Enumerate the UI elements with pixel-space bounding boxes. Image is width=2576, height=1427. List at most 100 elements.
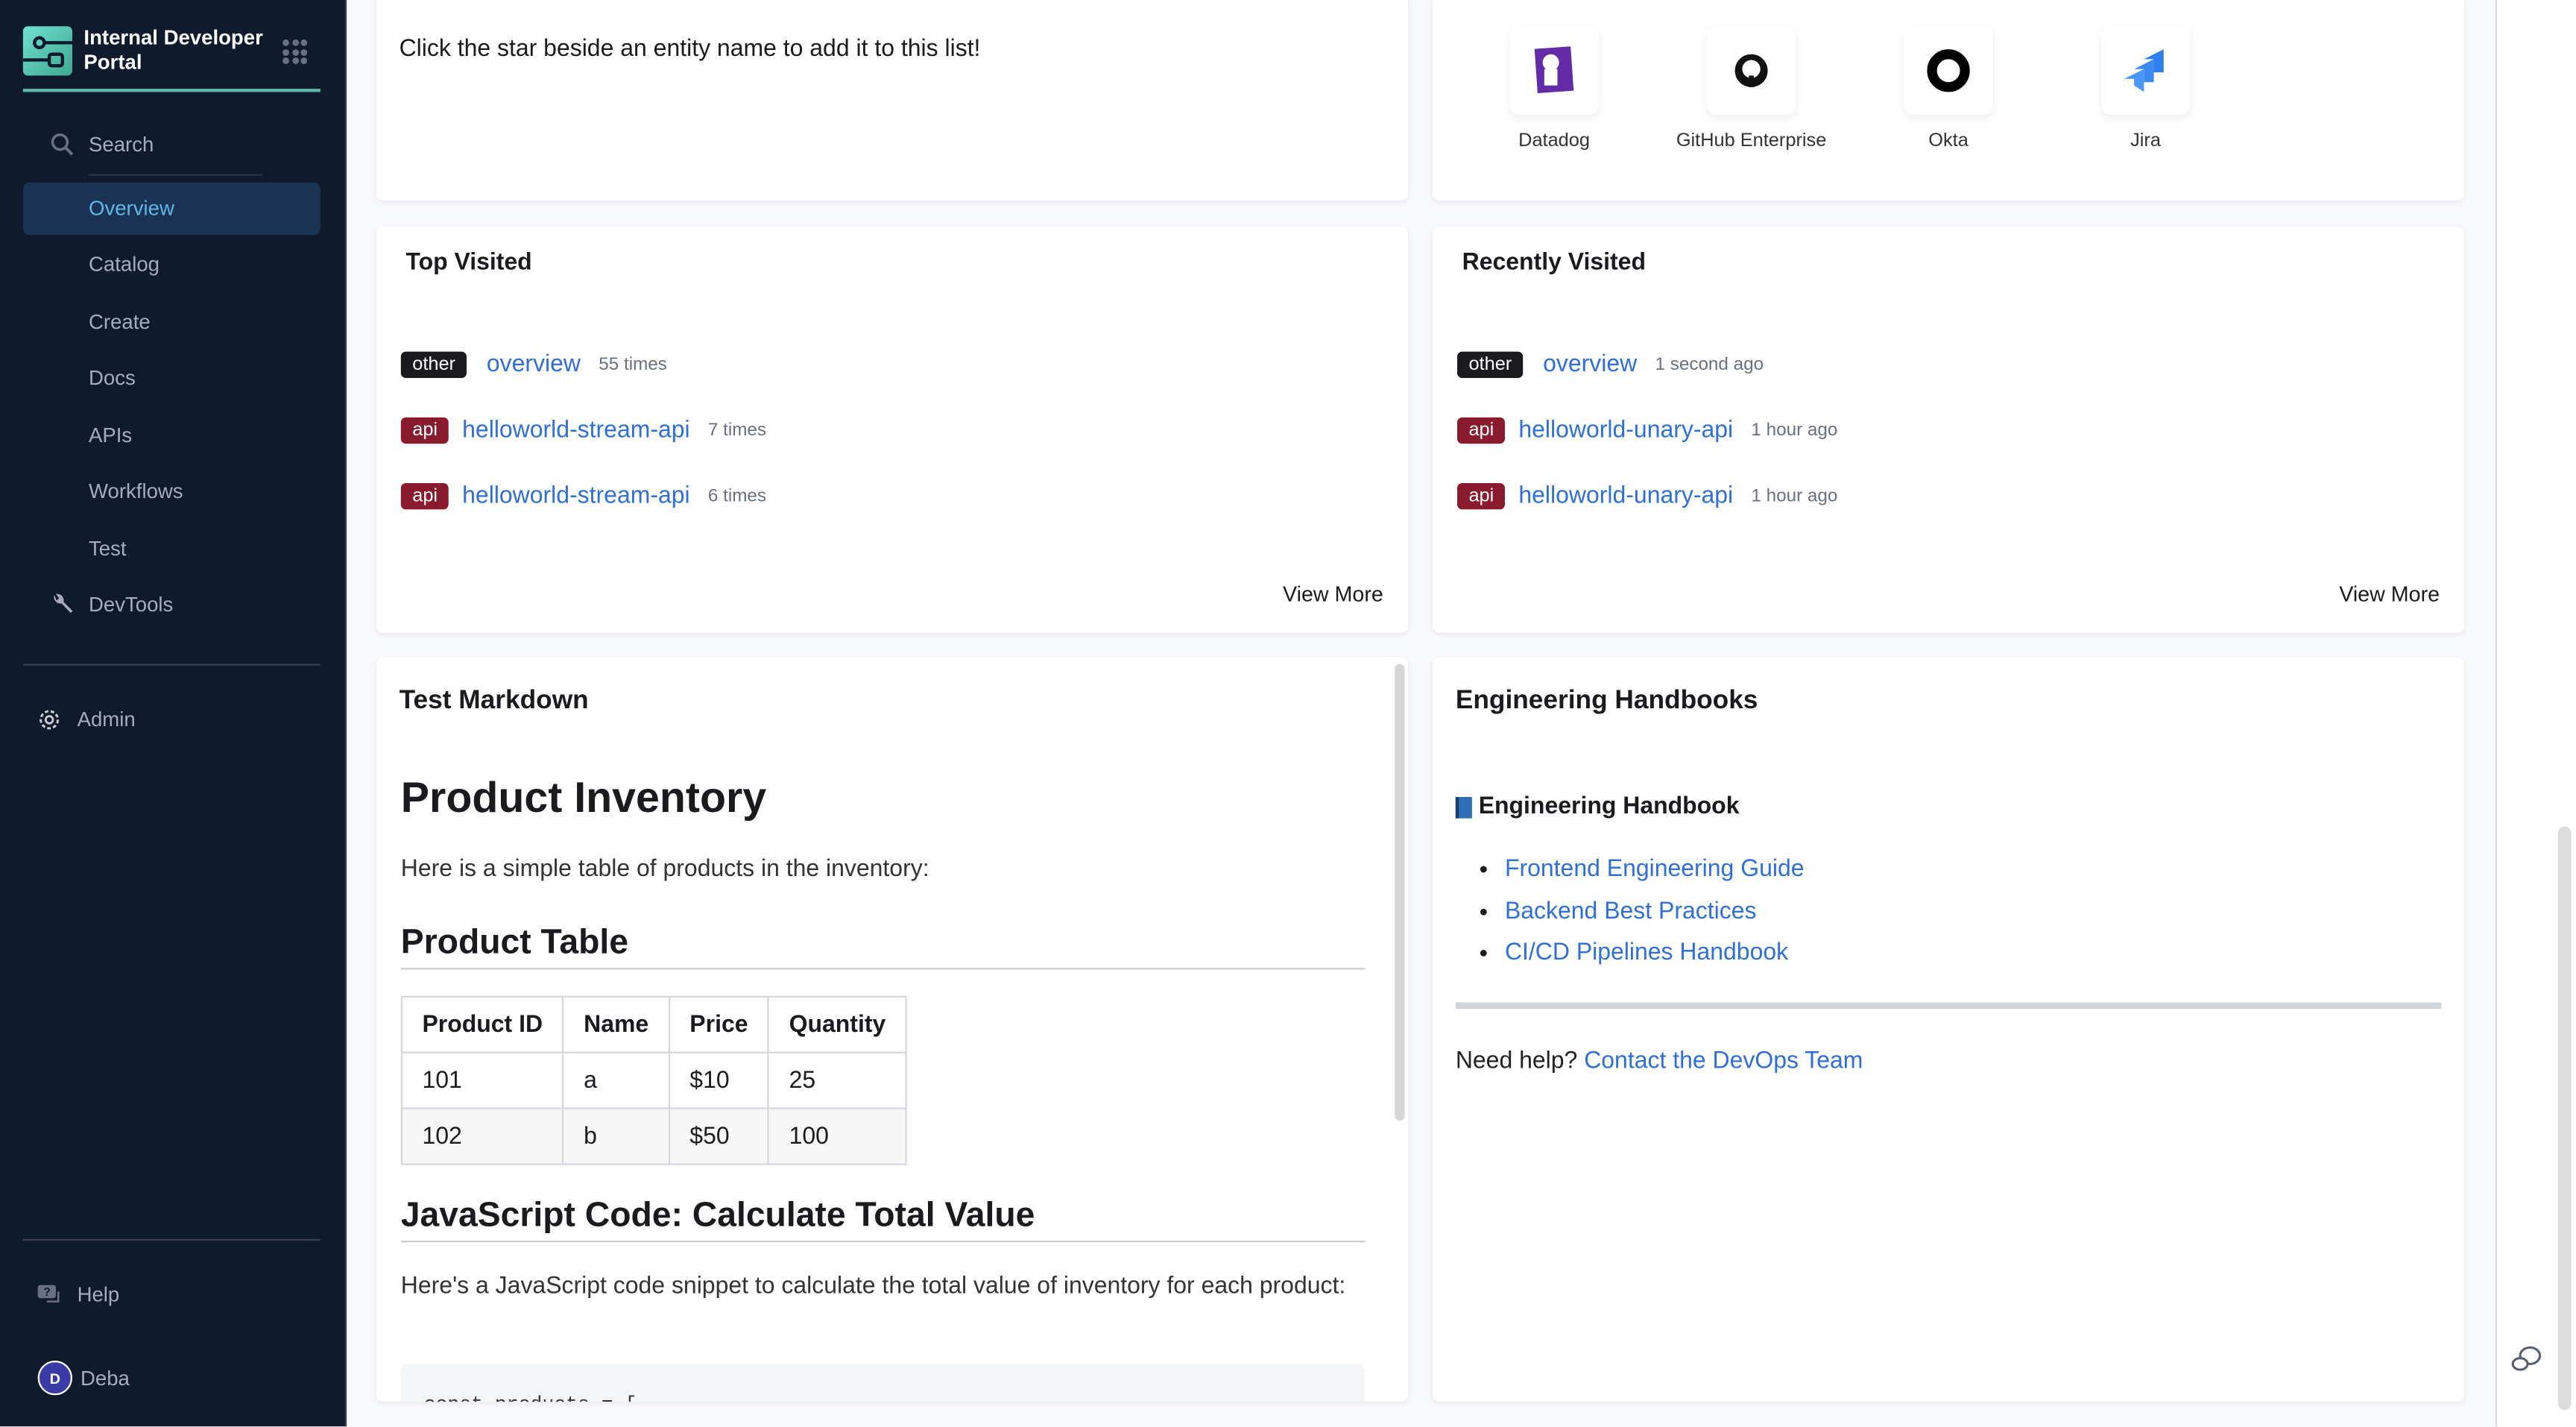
- sidebar-divider: [22, 1238, 321, 1241]
- markdown-h2: JavaScript Code: Calculate Total Value: [400, 1197, 1366, 1243]
- test-markdown-card: Test Markdown Product Inventory Here is …: [376, 657, 1408, 1402]
- table-cell: $10: [668, 1051, 770, 1109]
- list-item: Frontend Engineering Guide: [1505, 850, 1805, 892]
- entity-link[interactable]: overview: [486, 351, 581, 378]
- table-header-row: Product ID Name Price Quantity: [400, 995, 907, 1053]
- sidebar-item-devtools[interactable]: DevTools: [23, 579, 321, 631]
- help-text: Need help?: [1455, 1048, 1578, 1075]
- horizontal-rule: [1455, 1002, 2442, 1009]
- sidebar-divider: [22, 664, 321, 666]
- sidebar-item-label: Docs: [89, 366, 136, 390]
- sidebar-item-apis[interactable]: APIs: [23, 409, 321, 462]
- book-icon: [1455, 796, 1472, 818]
- entity-link[interactable]: helloworld-stream-api: [462, 483, 690, 510]
- card-title: Test Markdown: [399, 687, 589, 715]
- sidebar-item-label: DevTools: [89, 593, 174, 617]
- code-block: const products = [: [400, 1364, 1366, 1402]
- view-more-link[interactable]: View More: [2339, 582, 2440, 607]
- sidebar-item-label: Help: [77, 1283, 120, 1307]
- datadog-icon: [1534, 46, 1574, 94]
- user-name[interactable]: Deba: [80, 1367, 130, 1390]
- handbook-link[interactable]: Frontend Engineering Guide: [1504, 856, 1805, 883]
- sidebar-item-test[interactable]: Test: [23, 523, 321, 576]
- list-item: Backend Best Practices: [1505, 892, 1805, 933]
- chat-feedback-icon[interactable]: [2510, 1344, 2543, 1374]
- recently-visited-card: Recently Visited other overview 1 second a…: [1432, 227, 2465, 633]
- sidebar-item-label: Admin: [77, 708, 136, 731]
- product-table: Product ID Name Price Quantity 101 a $10 25 10…: [400, 995, 907, 1165]
- handbook-links: Frontend Engineering Guide Backend Best …: [1482, 850, 1805, 976]
- sidebar-item-docs[interactable]: Docs: [23, 352, 321, 405]
- page-scrollbar[interactable]: [2557, 826, 2572, 1411]
- handbook-heading-text: Engineering Handbook: [1478, 793, 1740, 820]
- contact-devops-link[interactable]: Contact the DevOps Team: [1584, 1048, 1863, 1075]
- search-icon: [51, 133, 74, 156]
- kind-badge: other: [1457, 351, 1524, 378]
- visit-count: 6 times: [707, 486, 767, 506]
- kind-badge: api: [1457, 483, 1506, 510]
- list-item: other overview 1 second ago: [1457, 351, 1764, 378]
- jira-icon: [2124, 49, 2164, 92]
- search-underline: [89, 174, 263, 176]
- handbook-link[interactable]: Backend Best Practices: [1504, 898, 1757, 924]
- table-cell: 100: [767, 1107, 907, 1165]
- view-more-link[interactable]: View More: [1282, 582, 1383, 607]
- list-item: api helloworld-unary-api 1 hour ago: [1457, 483, 1838, 510]
- sidebar-item-label: Catalog: [89, 253, 160, 277]
- sidebar-item-overview[interactable]: Overview: [22, 182, 321, 236]
- sidebar-item-admin[interactable]: Admin: [23, 693, 321, 746]
- toolkit-app-github[interactable]: GitHub Enterprise: [1652, 26, 1849, 151]
- sidebar-item-label: Overview: [89, 197, 174, 221]
- entity-link[interactable]: overview: [1543, 351, 1638, 378]
- table-cell: 25: [767, 1051, 907, 1109]
- list-item: api helloworld-unary-api 1 hour ago: [1457, 417, 1837, 444]
- portal-logo[interactable]: [22, 26, 72, 76]
- sidebar-item-help[interactable]: ? Help: [23, 1269, 321, 1322]
- okta-icon: [1927, 49, 1970, 92]
- entity-link[interactable]: helloworld-unary-api: [1518, 483, 1734, 510]
- sidebar-item-create[interactable]: Create: [23, 296, 321, 349]
- entity-link[interactable]: helloworld-stream-api: [462, 417, 690, 444]
- list-item: other overview 55 times: [400, 351, 667, 378]
- kind-badge: api: [1457, 417, 1506, 444]
- markdown-h1: Product Inventory: [400, 772, 767, 822]
- card-title: Engineering Handbooks: [1455, 687, 1758, 715]
- handbook-link[interactable]: CI/CD Pipelines Handbook: [1504, 939, 1789, 967]
- toolkit-app-label: Okta: [1928, 131, 1969, 151]
- toolkit-app-label: Datadog: [1518, 131, 1590, 151]
- right-rail: [2496, 0, 2576, 1427]
- top-visited-card: Top Visited other overview 55 times api hel…: [376, 227, 1408, 633]
- list-item: api helloworld-stream-api 7 times: [400, 417, 767, 444]
- svg-text:?: ?: [43, 1286, 50, 1299]
- toolkit-app-jira[interactable]: Jira: [2047, 26, 2244, 151]
- column-header: Name: [562, 995, 670, 1053]
- sidebar-item-catalog[interactable]: Catalog: [23, 239, 321, 292]
- toolkit-app-label: Jira: [2130, 131, 2161, 151]
- table-row: 101 a $10 25: [400, 1051, 907, 1109]
- list-item: CI/CD Pipelines Handbook: [1505, 933, 1805, 975]
- card-title: Top Visited: [405, 250, 532, 277]
- entity-link[interactable]: helloworld-unary-api: [1518, 417, 1734, 444]
- visit-count: 7 times: [707, 420, 767, 441]
- visit-time: 1 hour ago: [1751, 486, 1838, 506]
- card-title: Recently Visited: [1462, 250, 1646, 277]
- sidebar-item-label: Test: [89, 537, 127, 561]
- visit-count: 55 times: [599, 355, 667, 375]
- table-cell: 101: [400, 1051, 564, 1109]
- toolkit-app-datadog[interactable]: Datadog: [1456, 26, 1652, 151]
- handbook-heading: Engineering Handbook: [1455, 793, 1740, 820]
- app-switcher-icon[interactable]: [282, 39, 308, 64]
- code-line: const products = [: [424, 1393, 637, 1402]
- gear-icon: [40, 710, 60, 730]
- markdown-scrollbar[interactable]: [1395, 664, 1405, 1121]
- starred-entities-card: Click the star beside an entity name to …: [376, 0, 1408, 201]
- portal-title: Internal Developer Portal: [83, 26, 263, 74]
- sidebar-item-label: Workflows: [89, 479, 183, 503]
- sidebar-item-label: Create: [89, 310, 151, 334]
- sidebar-item-workflows[interactable]: Workflows: [23, 465, 321, 518]
- markdown-paragraph: Here is a simple table of products in th…: [400, 856, 929, 883]
- user-avatar[interactable]: D: [37, 1360, 72, 1396]
- sidebar-search[interactable]: Search: [23, 119, 321, 171]
- toolkit-app-okta[interactable]: Okta: [1850, 26, 2047, 151]
- help-chat-icon: ?: [37, 1285, 60, 1302]
